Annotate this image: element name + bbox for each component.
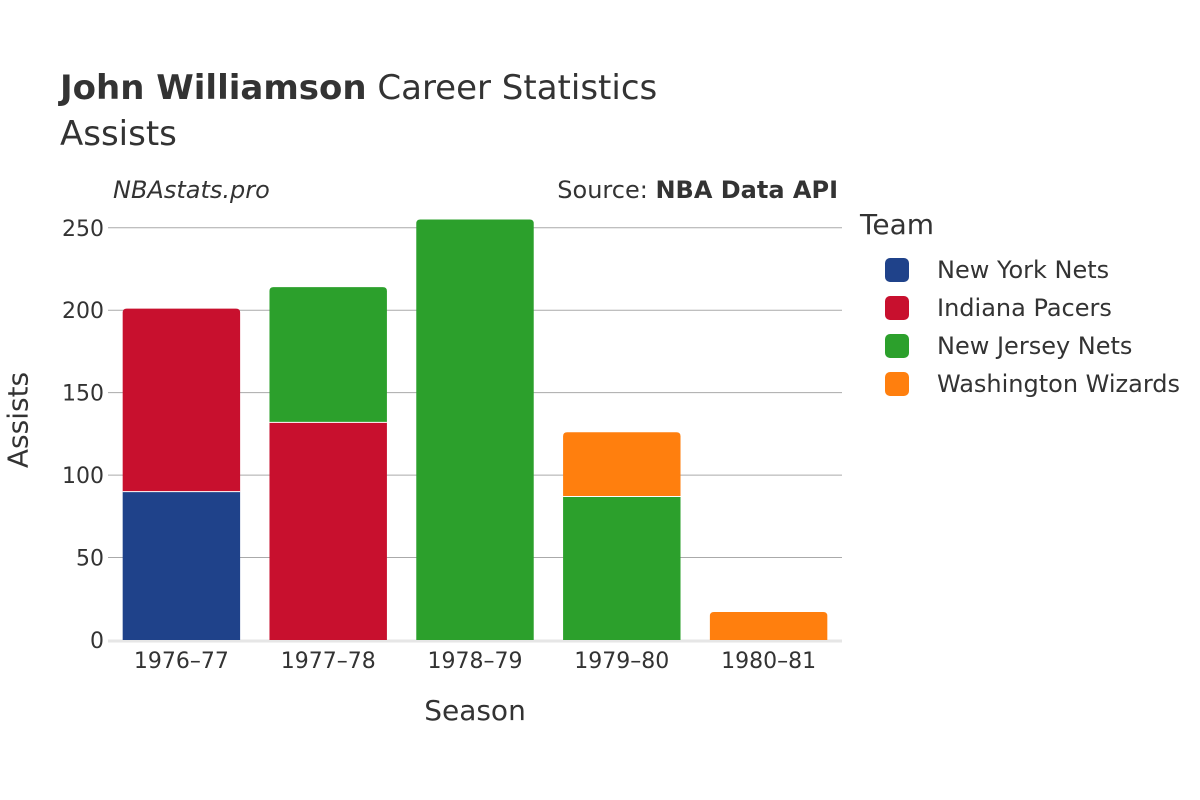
y-tick-label: 100 (62, 464, 104, 489)
x-tick-label: 1977–78 (281, 649, 376, 674)
bar-segment (122, 308, 241, 492)
bar-segment (563, 432, 681, 497)
y-tick-label: 250 (62, 217, 104, 242)
watermark: NBAstats.pro (113, 176, 270, 204)
legend: Team New York Nets Indiana Pacers New Je… (860, 208, 1180, 403)
legend-swatch (885, 372, 909, 396)
x-tick-label: 1976–77 (134, 649, 229, 674)
y-tick-label: 0 (90, 629, 104, 654)
chart-title: John Williamson Career Statistics (60, 66, 657, 110)
legend-item[interactable]: Indiana Pacers (885, 289, 1180, 327)
y-tick-label: 150 (62, 382, 104, 407)
legend-swatch (885, 296, 909, 320)
bar-segment (416, 219, 534, 640)
legend-label: New York Nets (937, 256, 1110, 284)
source-credit: Source: NBA Data API (557, 176, 838, 204)
legend-item[interactable]: New Jersey Nets (885, 327, 1180, 365)
source-name: NBA Data API (655, 176, 838, 204)
x-tick-label: 1980–81 (721, 649, 816, 674)
legend-label: Indiana Pacers (937, 294, 1112, 322)
title-player-name: John Williamson (60, 68, 367, 108)
x-tick-label: 1978–79 (428, 649, 523, 674)
bar-segment (709, 611, 828, 640)
legend-item[interactable]: New York Nets (885, 251, 1180, 289)
legend-swatch (885, 334, 909, 358)
legend-title: Team (860, 208, 935, 241)
legend-label: Washington Wizards (937, 370, 1181, 398)
title-suffix: Career Statistics (366, 68, 658, 108)
bar-segment (269, 287, 387, 423)
bar-segment (269, 422, 387, 640)
chart-subtitle: Assists (60, 114, 177, 154)
legend-item[interactable]: Washington Wizards (885, 365, 1180, 403)
x-tick-label: 1979–80 (574, 649, 669, 674)
legend-label: New Jersey Nets (937, 332, 1133, 360)
legend-swatch (885, 258, 909, 282)
x-axis-title: Season (424, 694, 526, 727)
y-tick-label: 200 (62, 299, 104, 324)
bar-segment (122, 491, 241, 640)
y-axis-title: Assists (1, 371, 35, 469)
bar-segment (563, 496, 681, 640)
source-prefix: Source: (557, 176, 656, 204)
y-tick-label: 50 (76, 547, 104, 572)
